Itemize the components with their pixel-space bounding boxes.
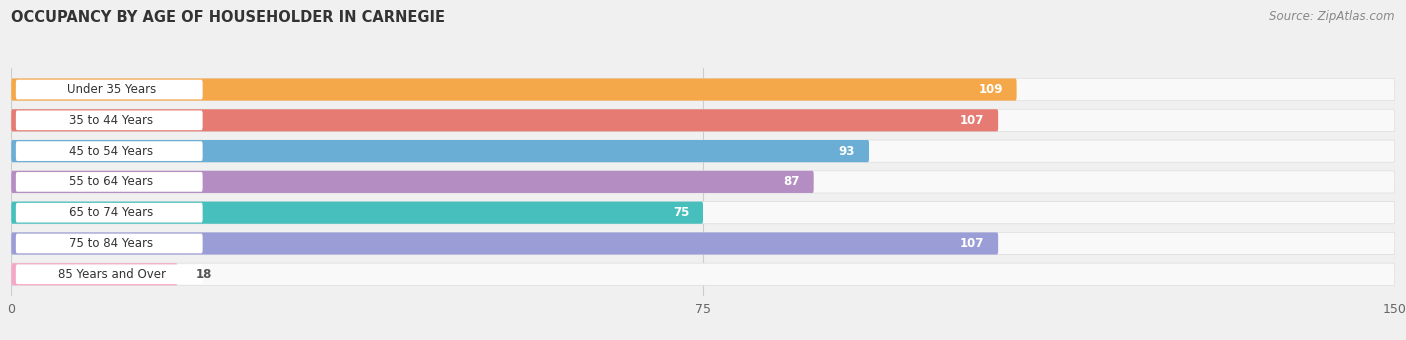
- FancyBboxPatch shape: [15, 141, 202, 161]
- FancyBboxPatch shape: [11, 171, 814, 193]
- FancyBboxPatch shape: [15, 110, 202, 130]
- FancyBboxPatch shape: [15, 265, 202, 284]
- Text: 18: 18: [195, 268, 212, 281]
- FancyBboxPatch shape: [15, 80, 202, 99]
- FancyBboxPatch shape: [11, 232, 1395, 255]
- FancyBboxPatch shape: [11, 140, 1395, 162]
- FancyBboxPatch shape: [15, 203, 202, 223]
- Text: 75: 75: [673, 206, 689, 219]
- Text: 55 to 64 Years: 55 to 64 Years: [69, 175, 153, 188]
- Text: Source: ZipAtlas.com: Source: ZipAtlas.com: [1270, 10, 1395, 23]
- FancyBboxPatch shape: [11, 79, 1017, 101]
- Text: 109: 109: [979, 83, 1002, 96]
- FancyBboxPatch shape: [11, 202, 1395, 224]
- FancyBboxPatch shape: [15, 172, 202, 192]
- FancyBboxPatch shape: [15, 234, 202, 253]
- Text: 75 to 84 Years: 75 to 84 Years: [69, 237, 153, 250]
- FancyBboxPatch shape: [11, 140, 869, 162]
- FancyBboxPatch shape: [11, 202, 703, 224]
- FancyBboxPatch shape: [11, 263, 1395, 285]
- Text: 35 to 44 Years: 35 to 44 Years: [69, 114, 153, 127]
- FancyBboxPatch shape: [11, 79, 1395, 101]
- FancyBboxPatch shape: [11, 232, 998, 255]
- FancyBboxPatch shape: [11, 171, 1395, 193]
- FancyBboxPatch shape: [11, 109, 998, 132]
- Text: 107: 107: [960, 237, 984, 250]
- Text: Under 35 Years: Under 35 Years: [67, 83, 156, 96]
- FancyBboxPatch shape: [11, 109, 1395, 132]
- Text: 45 to 54 Years: 45 to 54 Years: [69, 144, 153, 158]
- Text: 87: 87: [783, 175, 800, 188]
- Text: 93: 93: [839, 144, 855, 158]
- Text: OCCUPANCY BY AGE OF HOUSEHOLDER IN CARNEGIE: OCCUPANCY BY AGE OF HOUSEHOLDER IN CARNE…: [11, 10, 446, 25]
- Text: 107: 107: [960, 114, 984, 127]
- FancyBboxPatch shape: [11, 263, 177, 285]
- Text: 85 Years and Over: 85 Years and Over: [58, 268, 166, 281]
- Text: 65 to 74 Years: 65 to 74 Years: [69, 206, 153, 219]
